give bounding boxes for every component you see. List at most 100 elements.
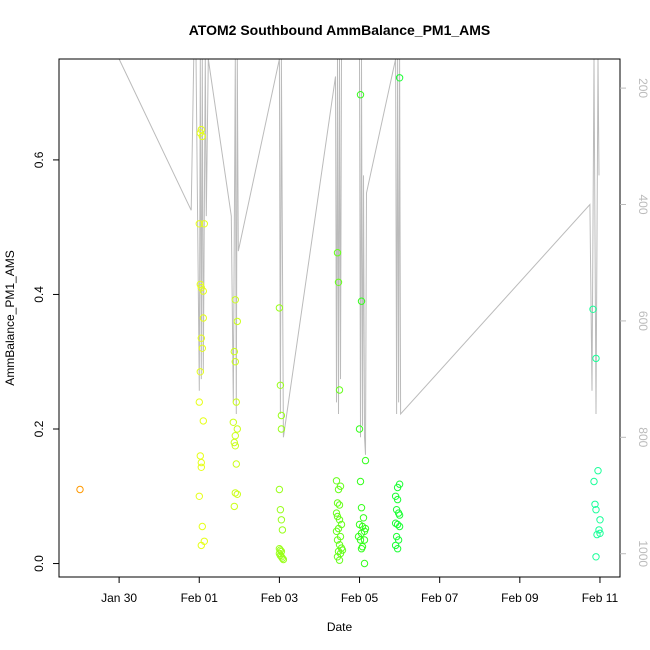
x-tick-label: Jan 30 [101,591,137,605]
data-point [356,536,365,544]
right-tick-label: 1000 [636,540,650,567]
data-point [335,386,344,394]
x-axis: Jan 30 Feb 01 Feb 03 Feb 05 Feb 07 Feb 09 Feb … [101,577,619,605]
data-point [233,490,242,498]
data-point [393,520,402,529]
x-tick-label: Feb 05 [341,591,379,605]
series-5 [354,91,370,568]
data-point [196,368,205,376]
data-point [197,458,206,467]
data-point [276,506,285,514]
plot-frame [58,58,621,578]
data-point [231,358,240,366]
data-point [278,526,287,534]
data-point [196,452,205,460]
data-point [229,418,238,426]
series-3 [275,304,288,564]
data-point [591,500,599,508]
data-point [593,530,601,539]
right-tick-label: 200 [636,78,650,98]
data-point [332,477,341,485]
data-point [594,467,602,475]
data-points [76,74,604,568]
data-point [596,516,604,524]
data-point [393,545,402,553]
data-point [278,554,287,562]
data-point [589,305,597,313]
data-point [233,425,242,433]
series-4 [332,249,347,564]
data-point [335,501,344,509]
data-point [356,477,365,486]
data-point [360,559,369,568]
data-point [332,509,341,517]
data-point [230,438,239,447]
data-point [355,425,364,433]
data-point [76,485,84,494]
x-tick-label: Feb 07 [421,591,459,605]
data-point [338,546,347,554]
data-point [393,495,402,504]
data-point [592,553,600,561]
data-point [395,522,404,531]
data-point [200,220,209,228]
data-point [359,514,368,522]
data-point [198,132,207,141]
data-point [336,482,345,490]
data-point [332,527,341,535]
data-point [197,125,206,134]
x-tick-label: Feb 11 [582,591,619,605]
series-6 [391,74,404,553]
data-point [394,536,403,544]
data-point [592,354,600,363]
right-axis-overlay-line [118,59,600,455]
data-point [356,91,365,99]
data-point [275,485,284,494]
y-tick-label: 0.0 [32,555,46,572]
data-point [199,314,208,322]
y-tick-label: 0.2 [32,420,46,437]
data-point [231,432,240,440]
data-point [232,460,241,468]
data-point [197,541,206,550]
data-point [277,425,286,433]
series-2 [229,296,242,511]
data-point [279,555,288,564]
data-point [199,417,208,425]
data-point [230,347,239,356]
data-point [334,547,343,556]
data-point [195,398,204,406]
data-point [360,536,369,544]
data-point [590,477,598,486]
y-axis: 0.0 0.2 0.4 0.6 [32,151,59,572]
series-7 [589,305,604,561]
data-point [197,334,206,342]
data-point [395,74,404,82]
data-point [276,381,285,389]
data-point [333,249,342,257]
data-point [334,278,343,286]
x-tick-label: Feb 03 [261,591,299,605]
data-point [277,547,286,556]
data-point [233,317,242,326]
right-tick-label: 400 [636,194,650,214]
data-point [275,304,284,312]
right-tick-label: 800 [636,427,650,447]
data-point [199,287,208,295]
data-point [195,492,204,500]
series-1 [195,125,209,550]
y-tick-label: 0.6 [32,151,46,168]
x-axis-title: Date [327,620,353,634]
data-point [333,499,342,507]
data-point [395,511,404,519]
data-point [333,536,342,544]
data-point [361,456,370,465]
data-point [231,296,240,304]
data-point [196,280,205,289]
data-point [393,483,402,492]
data-point [231,442,240,450]
x-tick-label: Feb 09 [501,591,539,605]
data-point [198,522,207,531]
data-point [357,504,366,512]
